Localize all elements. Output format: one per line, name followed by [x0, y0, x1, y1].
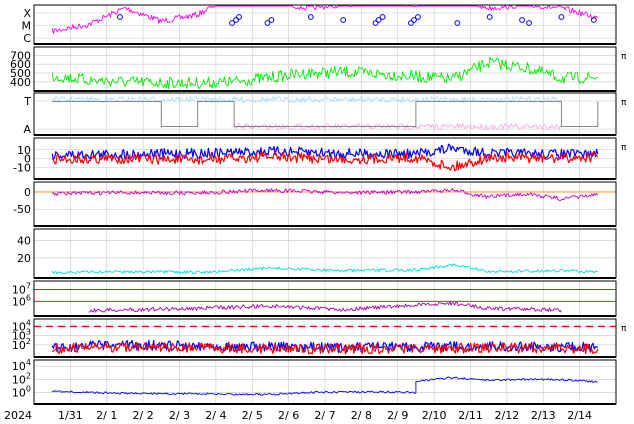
series-line-bt-bz-0 [51, 143, 599, 160]
series-line-imf-sector-1 [233, 123, 562, 130]
y-tick-label: 700 [10, 49, 31, 62]
y-tick-label: X [23, 7, 31, 20]
y-tick-label: 20 [17, 252, 31, 265]
labels-layer: 2024 1/31 2/ 1 2/ 2 2/ 3 2/ 4 2/ 5 2/ 6 2/ 7 2/ … [4, 7, 627, 422]
series-line-kp-0 [51, 263, 598, 275]
y-tick-label: 100 [12, 384, 31, 399]
y-tick-label: M [22, 20, 32, 33]
flare-marker [590, 17, 597, 23]
x-tick-label: 2/10 [422, 409, 447, 422]
flare-marker [233, 17, 239, 23]
flare-marker [454, 20, 461, 26]
x-tick-label: 2/ 1 [96, 409, 117, 422]
flare-marker [268, 17, 275, 23]
series-line-proton-2 [88, 300, 562, 313]
x-tick-label: 2/ 7 [314, 409, 335, 422]
y-tick-label: 400 [10, 76, 31, 89]
y-tick-label: 106 [12, 293, 31, 308]
y-tick-label: 104 [12, 358, 31, 373]
series-line-imf-sector-2 [52, 100, 599, 128]
series-layer [34, 5, 616, 396]
flare-marker [486, 14, 493, 20]
x-tick-label: 2/ 3 [169, 409, 190, 422]
x-tick-label: 2/ 6 [278, 409, 299, 422]
x-tick-label: 2/14 [567, 409, 592, 422]
flare-marker [408, 20, 414, 26]
x-tick-label: 2/ 8 [351, 409, 372, 422]
y-tick-label: 102 [12, 371, 31, 386]
y-tick-label: 104 [12, 318, 31, 333]
x-tick-label: 1/31 [58, 409, 83, 422]
y-tick-label: 600 [10, 58, 31, 71]
flare-marker [340, 17, 347, 23]
y-tick-label: A [23, 123, 31, 136]
x-tick-label: 2/ 2 [133, 409, 154, 422]
x-tick-label: 2/11 [458, 409, 483, 422]
flare-marker [372, 20, 379, 26]
panel-frames-layer [33, 4, 617, 405]
flare-marker [558, 14, 565, 20]
panel-right-label: π [621, 143, 627, 153]
flare-marker [375, 17, 382, 23]
panel-right-label: π [621, 98, 627, 108]
panel-right-label: π [621, 52, 627, 62]
flare-marker [307, 14, 314, 20]
y-tick-label: -10 [13, 161, 31, 174]
series-line-bt-bz-1 [51, 151, 599, 172]
y-tick-label: 102 [12, 337, 31, 352]
flare-marker [526, 20, 532, 26]
x-tick-label: 2/ 5 [242, 409, 263, 422]
x-tick-label: 2/12 [495, 409, 520, 422]
y-tick-label: 0 [24, 153, 31, 166]
y-tick-label: 0 [24, 186, 31, 199]
y-tick-label: 500 [10, 67, 31, 80]
series-line-speed-0 [51, 56, 598, 90]
series-line-density-0 [51, 376, 598, 396]
y-tick-label: -50 [13, 203, 31, 216]
flare-marker [411, 17, 417, 23]
y-tick-label: 40 [17, 235, 31, 248]
x-tick-label: 2/13 [531, 409, 556, 422]
y-tick-label: 10 [17, 144, 31, 157]
panel-right-label: π [621, 324, 627, 334]
series-line-dst-1 [51, 187, 599, 202]
flare-marker [519, 17, 525, 23]
flare-marker [117, 14, 123, 20]
flare-marker [264, 20, 271, 26]
flare-marker [415, 14, 421, 20]
series-line-xray-0 [51, 5, 599, 34]
x-tick-label: 2/ 4 [205, 409, 226, 422]
y-tick-label: C [23, 32, 31, 45]
flare-marker [236, 14, 242, 20]
flare-marker [379, 14, 386, 20]
y-tick-label: 107 [12, 282, 31, 297]
series-line-electron-1 [51, 341, 599, 355]
flare-marker [229, 20, 235, 26]
year-label: 2024 [4, 409, 32, 422]
y-tick-label: T [23, 95, 31, 108]
y-tick-label: 103 [12, 328, 31, 343]
x-tick-label: 2/ 9 [387, 409, 408, 422]
